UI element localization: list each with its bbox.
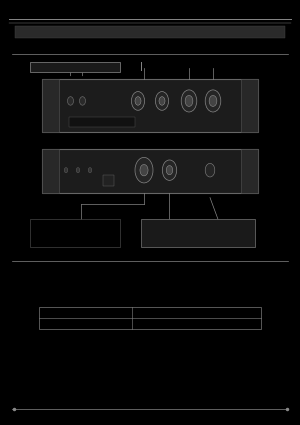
Bar <box>42 149 58 193</box>
Bar <box>141 219 255 246</box>
Bar <box>30 62 120 72</box>
Bar <box>69 117 135 127</box>
Bar <box>242 149 258 193</box>
Bar <box>42 79 58 132</box>
Circle shape <box>64 167 68 173</box>
Circle shape <box>159 97 165 105</box>
Circle shape <box>162 160 177 180</box>
Circle shape <box>205 163 215 177</box>
Circle shape <box>80 97 85 105</box>
Circle shape <box>88 167 92 173</box>
Circle shape <box>135 97 141 105</box>
Bar <box>242 79 258 132</box>
Circle shape <box>76 167 80 173</box>
Circle shape <box>181 90 197 112</box>
Bar <box>30 219 120 246</box>
Circle shape <box>205 90 221 112</box>
Circle shape <box>209 96 217 107</box>
Bar <box>42 79 258 132</box>
Circle shape <box>68 97 74 105</box>
Circle shape <box>140 164 148 176</box>
Bar <box>39 307 261 329</box>
Circle shape <box>135 157 153 183</box>
Bar <box>103 175 114 186</box>
Bar <box>15 26 285 38</box>
Circle shape <box>155 92 169 110</box>
Circle shape <box>131 92 145 110</box>
Bar <box>42 149 258 193</box>
Circle shape <box>185 96 193 107</box>
Circle shape <box>166 166 173 175</box>
